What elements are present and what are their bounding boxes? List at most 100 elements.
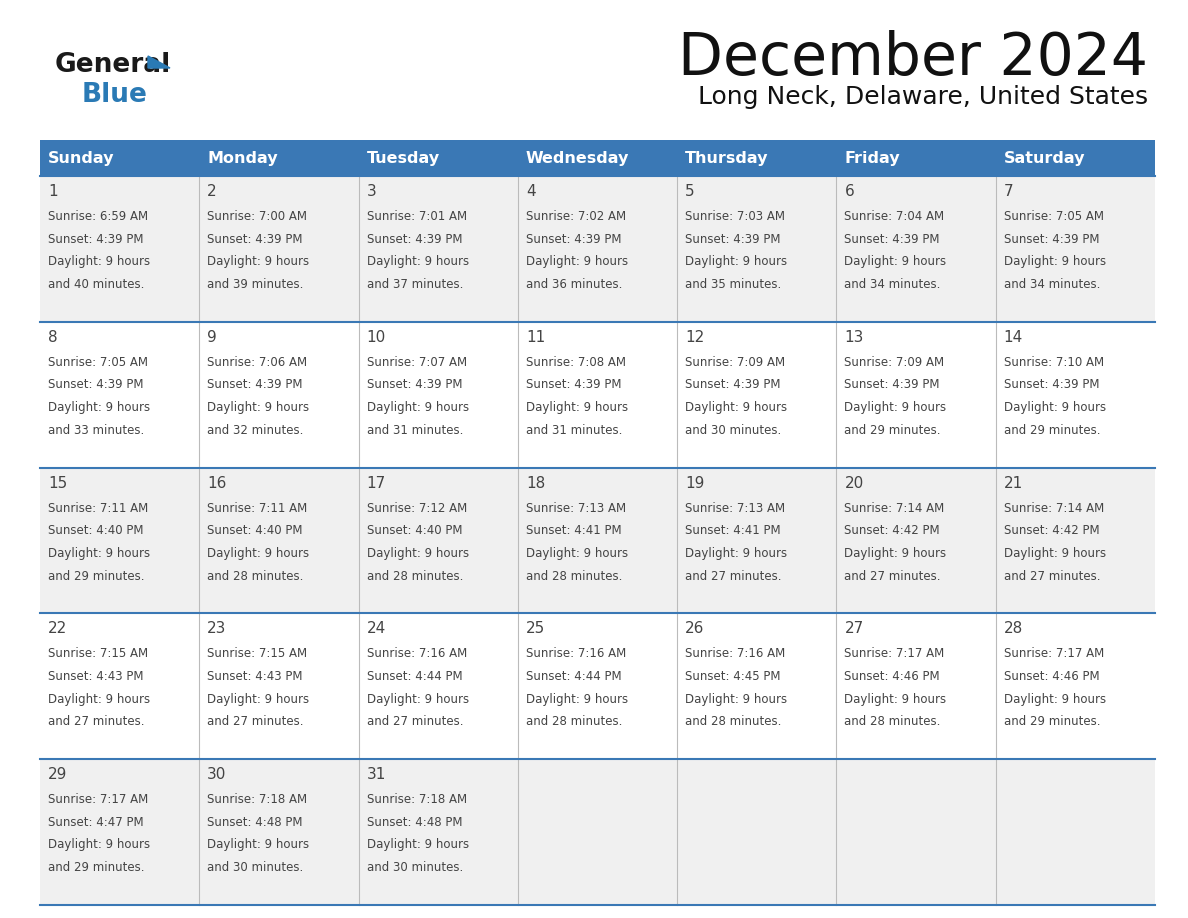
Text: Daylight: 9 hours: Daylight: 9 hours	[367, 401, 469, 414]
Text: Daylight: 9 hours: Daylight: 9 hours	[367, 547, 469, 560]
Text: Monday: Monday	[207, 151, 278, 165]
Polygon shape	[148, 56, 170, 68]
Text: 15: 15	[48, 476, 68, 490]
Text: 7: 7	[1004, 184, 1013, 199]
Text: and 27 minutes.: and 27 minutes.	[845, 569, 941, 583]
Text: Daylight: 9 hours: Daylight: 9 hours	[207, 693, 309, 706]
Text: Sunset: 4:41 PM: Sunset: 4:41 PM	[526, 524, 621, 537]
Text: Long Neck, Delaware, United States: Long Neck, Delaware, United States	[697, 85, 1148, 109]
Bar	[40, 467, 1155, 613]
Text: Wednesday: Wednesday	[526, 151, 630, 165]
Text: Daylight: 9 hours: Daylight: 9 hours	[367, 838, 469, 852]
Text: Daylight: 9 hours: Daylight: 9 hours	[1004, 693, 1106, 706]
Text: Daylight: 9 hours: Daylight: 9 hours	[1004, 401, 1106, 414]
Text: Sunrise: 7:18 AM: Sunrise: 7:18 AM	[207, 793, 308, 806]
Text: Sunrise: 7:10 AM: Sunrise: 7:10 AM	[1004, 356, 1104, 369]
Text: Daylight: 9 hours: Daylight: 9 hours	[685, 255, 788, 268]
Text: 29: 29	[48, 767, 68, 782]
Text: and 28 minutes.: and 28 minutes.	[207, 569, 304, 583]
Text: and 31 minutes.: and 31 minutes.	[526, 424, 623, 437]
Text: and 34 minutes.: and 34 minutes.	[1004, 278, 1100, 291]
Text: 13: 13	[845, 330, 864, 345]
Text: Daylight: 9 hours: Daylight: 9 hours	[685, 693, 788, 706]
Text: Daylight: 9 hours: Daylight: 9 hours	[207, 838, 309, 852]
Text: Saturday: Saturday	[1004, 151, 1085, 165]
Text: Sunset: 4:41 PM: Sunset: 4:41 PM	[685, 524, 781, 537]
Text: 28: 28	[1004, 621, 1023, 636]
Text: 31: 31	[367, 767, 386, 782]
Text: 21: 21	[1004, 476, 1023, 490]
Text: and 28 minutes.: and 28 minutes.	[845, 715, 941, 728]
Text: Sunset: 4:46 PM: Sunset: 4:46 PM	[845, 670, 940, 683]
Text: Sunrise: 7:13 AM: Sunrise: 7:13 AM	[526, 501, 626, 515]
Text: Sunrise: 7:07 AM: Sunrise: 7:07 AM	[367, 356, 467, 369]
Text: Daylight: 9 hours: Daylight: 9 hours	[845, 401, 947, 414]
Text: 12: 12	[685, 330, 704, 345]
Text: and 27 minutes.: and 27 minutes.	[1004, 569, 1100, 583]
Text: and 27 minutes.: and 27 minutes.	[367, 715, 463, 728]
Text: Sunset: 4:39 PM: Sunset: 4:39 PM	[526, 232, 621, 246]
Text: Sunrise: 7:02 AM: Sunrise: 7:02 AM	[526, 210, 626, 223]
Text: Sunrise: 7:11 AM: Sunrise: 7:11 AM	[207, 501, 308, 515]
Text: Daylight: 9 hours: Daylight: 9 hours	[48, 255, 150, 268]
Text: Sunrise: 7:01 AM: Sunrise: 7:01 AM	[367, 210, 467, 223]
Text: Daylight: 9 hours: Daylight: 9 hours	[845, 255, 947, 268]
Text: and 40 minutes.: and 40 minutes.	[48, 278, 145, 291]
Text: 6: 6	[845, 184, 854, 199]
Text: Sunset: 4:39 PM: Sunset: 4:39 PM	[207, 232, 303, 246]
Text: Sunset: 4:39 PM: Sunset: 4:39 PM	[1004, 232, 1099, 246]
Text: and 32 minutes.: and 32 minutes.	[207, 424, 304, 437]
Text: 20: 20	[845, 476, 864, 490]
Text: 25: 25	[526, 621, 545, 636]
Text: and 35 minutes.: and 35 minutes.	[685, 278, 782, 291]
Bar	[40, 176, 1155, 322]
Text: and 29 minutes.: and 29 minutes.	[1004, 715, 1100, 728]
Text: Daylight: 9 hours: Daylight: 9 hours	[526, 547, 628, 560]
Text: 8: 8	[48, 330, 58, 345]
Text: Daylight: 9 hours: Daylight: 9 hours	[685, 547, 788, 560]
Text: Daylight: 9 hours: Daylight: 9 hours	[367, 255, 469, 268]
Text: Sunrise: 7:08 AM: Sunrise: 7:08 AM	[526, 356, 626, 369]
Text: Sunset: 4:39 PM: Sunset: 4:39 PM	[207, 378, 303, 391]
Text: Daylight: 9 hours: Daylight: 9 hours	[207, 401, 309, 414]
Text: Sunset: 4:48 PM: Sunset: 4:48 PM	[207, 816, 303, 829]
Text: 26: 26	[685, 621, 704, 636]
Text: Sunset: 4:43 PM: Sunset: 4:43 PM	[48, 670, 144, 683]
Text: and 28 minutes.: and 28 minutes.	[526, 715, 623, 728]
Text: and 29 minutes.: and 29 minutes.	[48, 861, 145, 874]
Text: Daylight: 9 hours: Daylight: 9 hours	[526, 255, 628, 268]
Text: and 30 minutes.: and 30 minutes.	[367, 861, 463, 874]
Text: Sunset: 4:42 PM: Sunset: 4:42 PM	[1004, 524, 1099, 537]
Text: Sunset: 4:39 PM: Sunset: 4:39 PM	[367, 232, 462, 246]
Text: Sunset: 4:43 PM: Sunset: 4:43 PM	[207, 670, 303, 683]
Text: and 27 minutes.: and 27 minutes.	[685, 569, 782, 583]
Text: Sunset: 4:39 PM: Sunset: 4:39 PM	[367, 378, 462, 391]
Text: 23: 23	[207, 621, 227, 636]
Text: and 29 minutes.: and 29 minutes.	[845, 424, 941, 437]
Text: 14: 14	[1004, 330, 1023, 345]
Text: and 28 minutes.: and 28 minutes.	[526, 569, 623, 583]
Text: Tuesday: Tuesday	[367, 151, 440, 165]
Text: 19: 19	[685, 476, 704, 490]
Text: 10: 10	[367, 330, 386, 345]
Text: and 36 minutes.: and 36 minutes.	[526, 278, 623, 291]
Text: Sunset: 4:44 PM: Sunset: 4:44 PM	[526, 670, 621, 683]
Text: Sunset: 4:39 PM: Sunset: 4:39 PM	[685, 378, 781, 391]
Text: Daylight: 9 hours: Daylight: 9 hours	[207, 255, 309, 268]
Text: and 30 minutes.: and 30 minutes.	[685, 424, 782, 437]
Text: Daylight: 9 hours: Daylight: 9 hours	[1004, 255, 1106, 268]
Text: and 31 minutes.: and 31 minutes.	[367, 424, 463, 437]
Text: and 37 minutes.: and 37 minutes.	[367, 278, 463, 291]
Text: 30: 30	[207, 767, 227, 782]
Text: Sunrise: 7:03 AM: Sunrise: 7:03 AM	[685, 210, 785, 223]
Text: Friday: Friday	[845, 151, 901, 165]
Text: Sunset: 4:45 PM: Sunset: 4:45 PM	[685, 670, 781, 683]
Text: Daylight: 9 hours: Daylight: 9 hours	[48, 838, 150, 852]
Text: Sunday: Sunday	[48, 151, 114, 165]
Text: Sunset: 4:40 PM: Sunset: 4:40 PM	[367, 524, 462, 537]
Text: Sunrise: 7:15 AM: Sunrise: 7:15 AM	[207, 647, 308, 660]
Text: Sunrise: 7:14 AM: Sunrise: 7:14 AM	[845, 501, 944, 515]
Bar	[40, 613, 1155, 759]
Text: 5: 5	[685, 184, 695, 199]
Text: and 33 minutes.: and 33 minutes.	[48, 424, 144, 437]
